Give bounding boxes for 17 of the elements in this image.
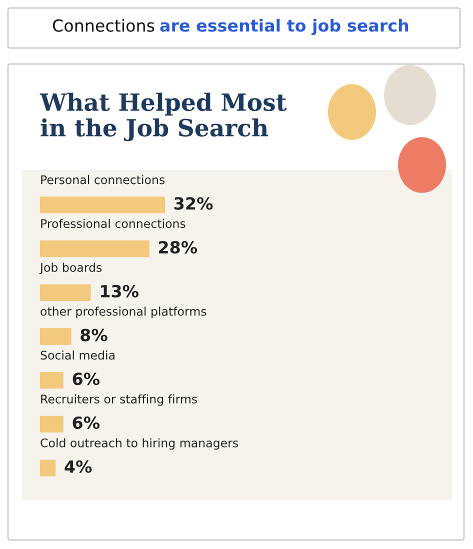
data-label: 13%: [100, 284, 138, 298]
y-tick-label: Cold outreach to hiring managers: [40, 438, 238, 450]
data-label: 28%: [159, 240, 198, 254]
data-label: 6%: [72, 372, 100, 386]
chart-title: What Helped Most in the Job Search: [40, 92, 287, 142]
y-tick-label: Personal connections: [41, 175, 165, 184]
y-tick-label: Professional connections: [41, 218, 186, 228]
data-label: 8%: [80, 328, 108, 342]
y-tick-label: Recruiters or staffing firms: [41, 394, 198, 406]
y-tick-label: other professional platforms: [40, 306, 206, 318]
data-label: 4%: [64, 460, 92, 473]
text: Connections: [52, 18, 154, 32]
y-tick-label: Social media: [40, 350, 114, 360]
data-label: 6%: [72, 416, 100, 430]
data-label: 32%: [174, 197, 213, 210]
y-tick-label: Job boards: [39, 262, 102, 274]
text: are essential to job search: [160, 18, 408, 36]
